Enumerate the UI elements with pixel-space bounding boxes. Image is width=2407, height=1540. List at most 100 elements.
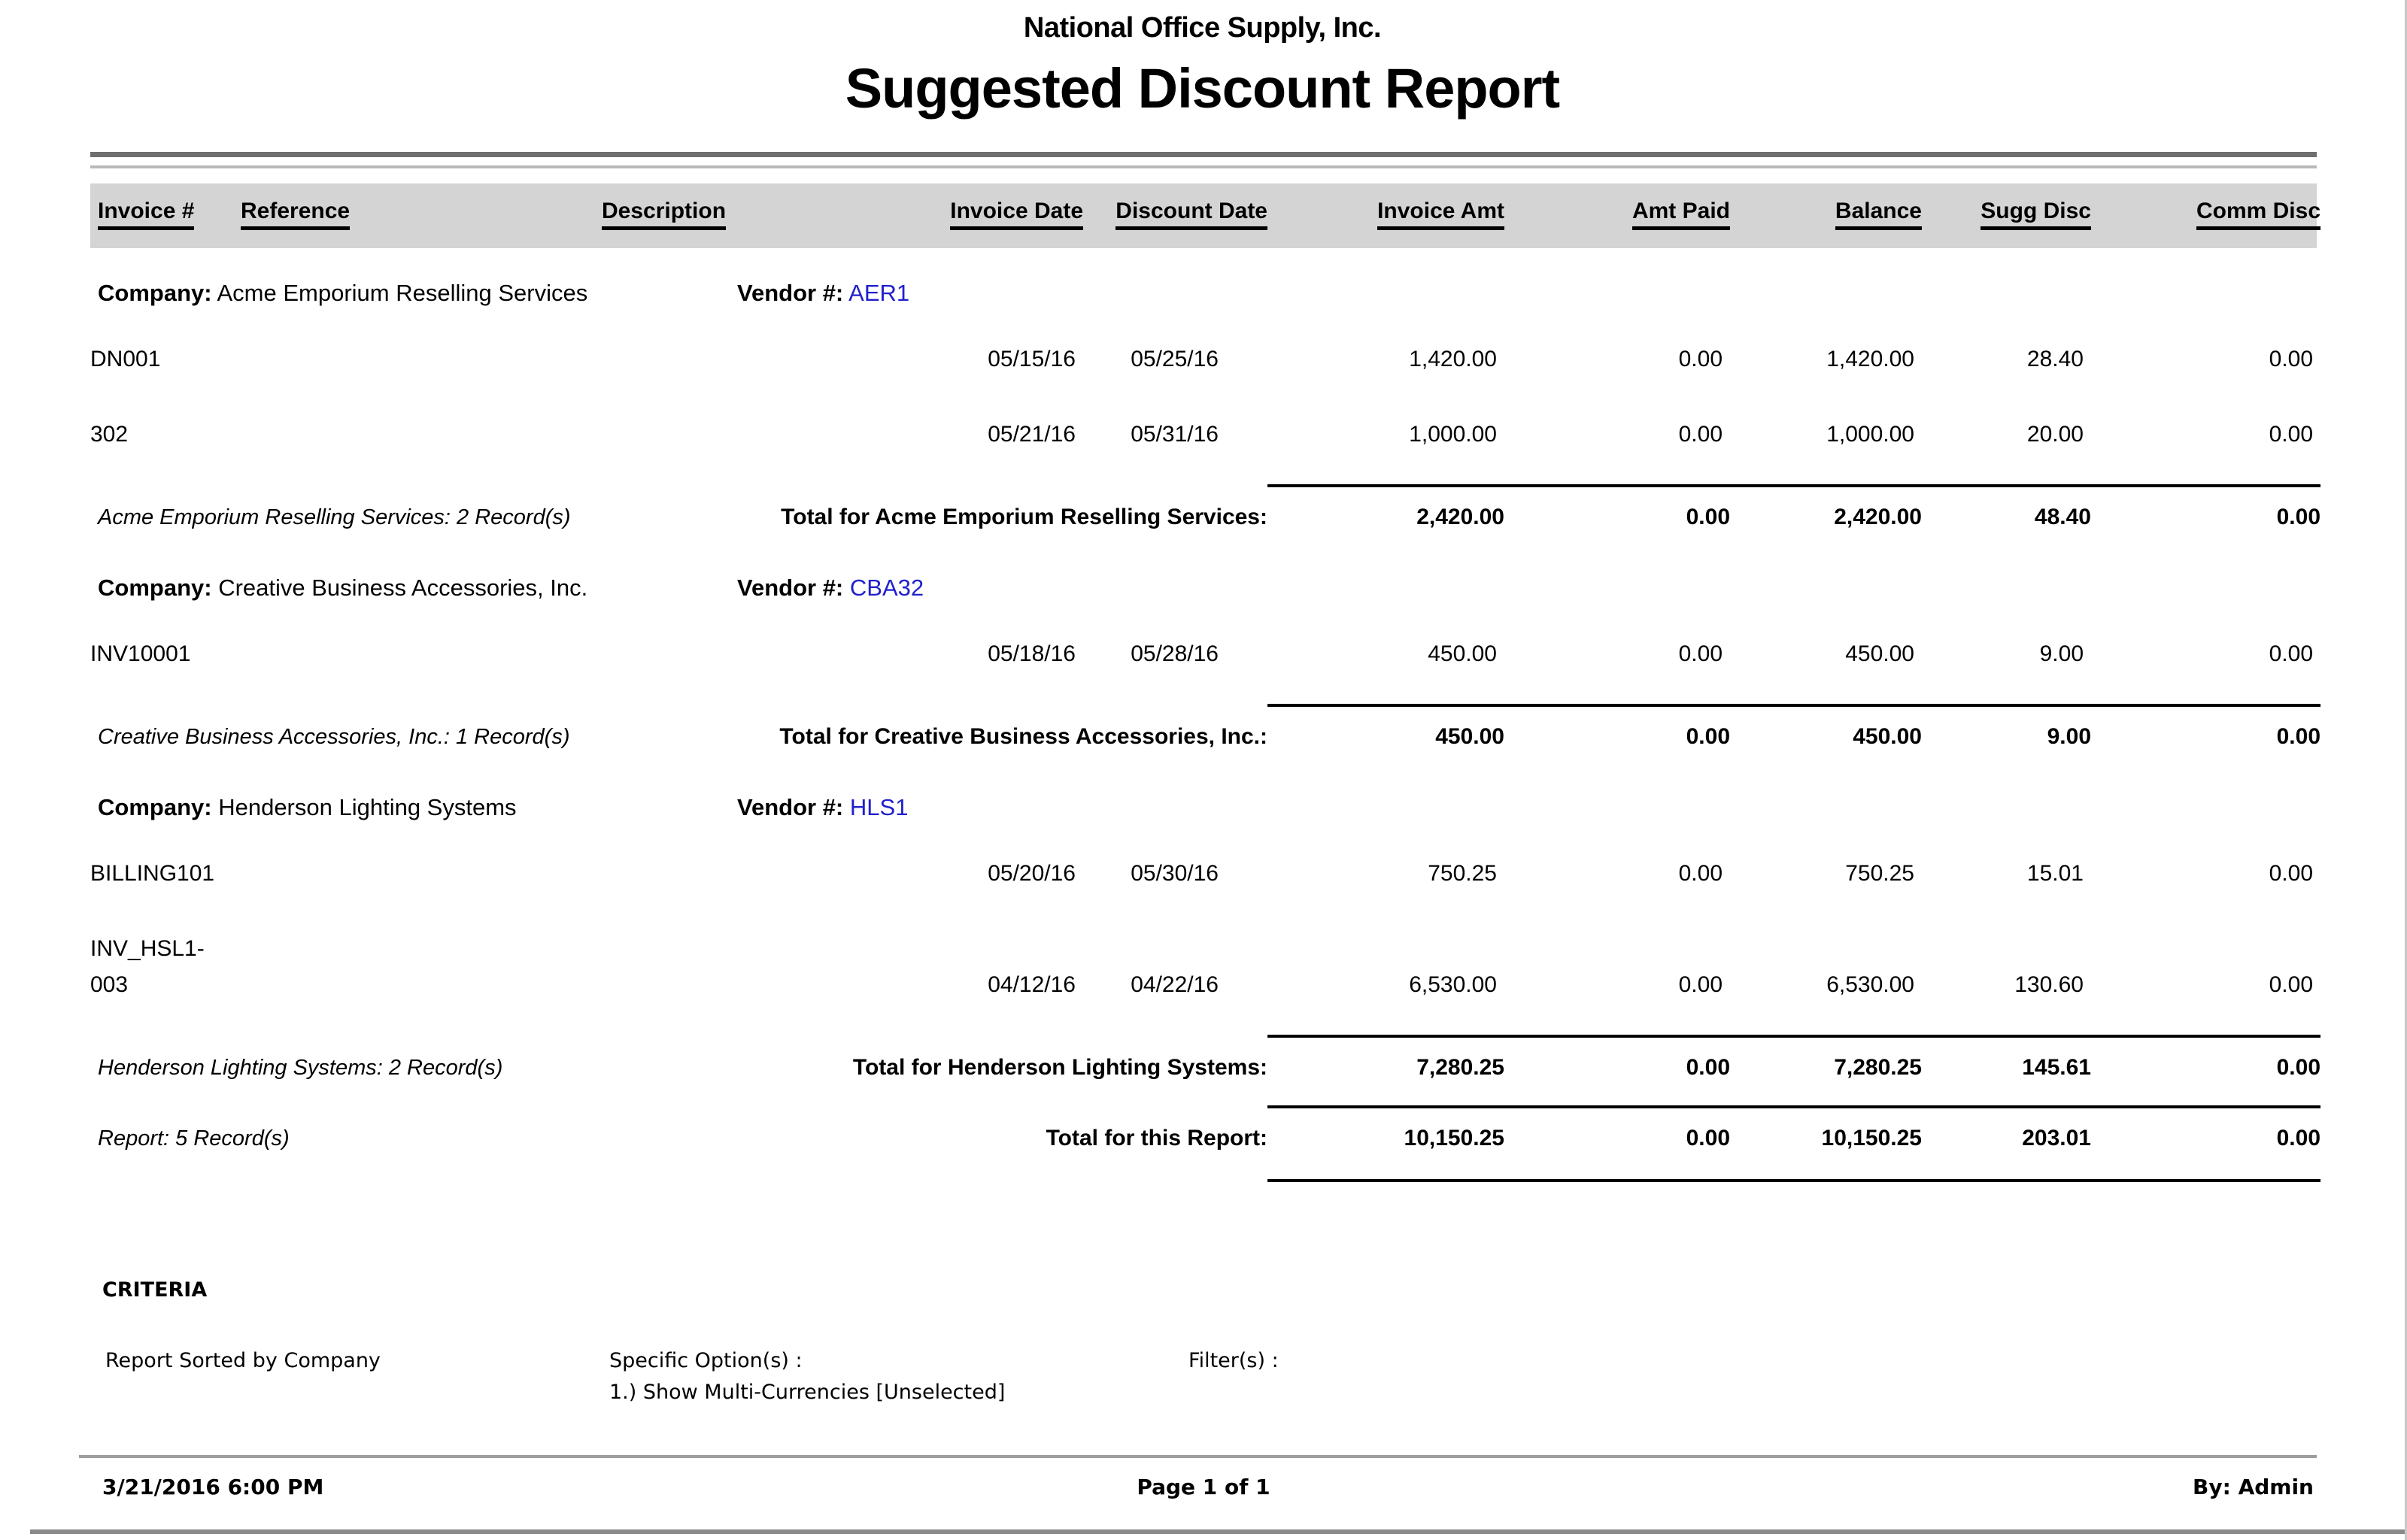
report-total-bottom-rule — [1267, 1179, 2320, 1182]
group-total-label: Total for Acme Emporium Reselling Servic… — [781, 505, 1267, 529]
balance-cell: 1,000.00 — [1826, 422, 1914, 447]
record-count: Henderson Lighting Systems: 2 Record(s) — [98, 1056, 503, 1080]
record-count: Creative Business Accessories, Inc.: 1 R… — [98, 725, 570, 749]
title-divider-top — [90, 152, 2317, 157]
balance-cell: 450.00 — [1845, 641, 1914, 666]
criteria-details: Report Sorted by Company Specific Option… — [102, 1345, 2317, 1408]
total-balance: 2,420.00 — [1730, 484, 1922, 534]
vendor-link[interactable]: HLS1 — [849, 794, 909, 820]
group-total-row: Creative Business Accessories, Inc.: 1 R… — [90, 692, 2320, 762]
vendor-block: Vendor #: CBA32 — [737, 571, 924, 605]
report-body: Invoice # Reference Description Invoice … — [79, 152, 2320, 1499]
invoice-amt-cell: 1,000.00 — [1409, 422, 1497, 447]
total-sugg-disc: 145.61 — [1922, 1035, 2091, 1084]
column-header-invoice-amt: Invoice Amt — [1377, 199, 1504, 230]
column-header-invoice-date: Invoice Date — [950, 199, 1083, 230]
total-invoice-amt: 7,280.25 — [1267, 1035, 1504, 1084]
total-comm-disc: 0.00 — [2091, 1035, 2320, 1084]
column-header-comm-disc: Comm Disc — [2196, 199, 2320, 230]
total-amt-paid: 0.00 — [1504, 704, 1730, 753]
group-total-label: Total for Henderson Lighting Systems: — [852, 1055, 1267, 1080]
invoice-date-cell: 05/20/16 — [988, 861, 1076, 886]
footer: 3/21/2016 6:00 PM Page 1 of 1 By: Admin — [79, 1455, 2317, 1499]
column-header-balance: Balance — [1835, 199, 1922, 230]
criteria-heading: CRITERIA — [102, 1278, 208, 1302]
invoice-amt-cell: 1,420.00 — [1409, 347, 1497, 371]
invoice-date-cell: 04/12/16 — [988, 972, 1076, 997]
total-invoice-amt: 2,420.00 — [1267, 484, 1504, 534]
company-label: Company: — [98, 574, 212, 601]
group-total-row: Henderson Lighting Systems: 2 Record(s) … — [90, 1023, 2320, 1093]
invoice-number: BILLING101 — [90, 861, 215, 886]
company-header: National Office Supply, Inc. — [1023, 12, 1382, 44]
invoice-number: INV_HSL1-003 — [90, 936, 205, 997]
invoice-amt-cell: 6,530.00 — [1409, 972, 1497, 997]
sugg-disc-cell: 130.60 — [2014, 972, 2084, 997]
company-name: Creative Business Accessories, Inc. — [218, 574, 588, 601]
record-count: Report: 5 Record(s) — [98, 1126, 290, 1150]
discount-date-cell: 05/25/16 — [1131, 347, 1219, 371]
criteria-sort-order: Report Sorted by Company — [105, 1349, 381, 1372]
total-balance: 7,280.25 — [1730, 1035, 1922, 1084]
sugg-disc-cell: 20.00 — [2026, 422, 2084, 447]
invoice-row: 302 05/21/16 05/31/16 1,000.00 0.00 1,00… — [90, 397, 2317, 472]
amt-paid-cell: 0.00 — [1678, 972, 1723, 997]
total-balance: 450.00 — [1730, 704, 1922, 753]
column-header-amt-paid: Amt Paid — [1631, 199, 1730, 230]
column-header-sugg-disc: Sugg Disc — [1981, 199, 2091, 230]
footer-datetime: 3/21/2016 6:00 PM — [102, 1475, 324, 1499]
table-header-row: Invoice # Reference Description Invoice … — [90, 183, 2320, 248]
balance-cell: 6,530.00 — [1826, 972, 1914, 997]
footer-page-number: Page 1 of 1 — [1137, 1475, 1270, 1499]
vendor-link[interactable]: CBA32 — [849, 574, 924, 601]
sugg-disc-cell: 15.01 — [2026, 861, 2084, 886]
vendor-block: Vendor #: HLS1 — [737, 791, 908, 824]
total-comm-disc: 0.00 — [2091, 1105, 2320, 1155]
vendor-label: Vendor #: — [737, 280, 844, 306]
title-divider-bottom — [90, 165, 2317, 168]
page-bottom-border — [30, 1529, 2405, 1534]
total-sugg-disc: 203.01 — [1922, 1105, 2091, 1155]
balance-cell: 750.25 — [1845, 861, 1914, 886]
report-title: Suggested Discount Report — [845, 57, 1560, 120]
specific-options-label: Specific Option(s) : — [609, 1349, 803, 1372]
invoice-number: 302 — [90, 422, 129, 447]
column-header-invoice-number: Invoice # — [98, 199, 195, 230]
company-row: Company: Henderson Lighting Systems Vend… — [90, 762, 2317, 836]
footer-divider — [79, 1455, 2317, 1458]
total-sugg-disc: 48.40 — [1922, 484, 2091, 534]
comm-disc-cell: 0.00 — [2269, 861, 2313, 886]
column-header-discount-date: Discount Date — [1115, 199, 1267, 230]
total-balance: 10,150.25 — [1730, 1105, 1922, 1155]
total-comm-disc: 0.00 — [2091, 484, 2320, 534]
report-page: National Office Supply, Inc. Suggested D… — [30, 12, 2405, 1534]
company-label: Company: — [98, 794, 212, 820]
total-amt-paid: 0.00 — [1504, 1105, 1730, 1155]
amt-paid-cell: 0.00 — [1678, 861, 1723, 886]
vendor-link[interactable]: AER1 — [848, 280, 910, 306]
vendor-block: Vendor #: AER1 — [737, 277, 909, 310]
report-total-label: Total for this Report: — [1046, 1126, 1267, 1150]
company-name: Acme Emporium Reselling Services — [217, 280, 588, 306]
total-amt-paid: 0.00 — [1504, 484, 1730, 534]
group-total-row: Acme Emporium Reselling Services: 2 Reco… — [90, 472, 2320, 543]
comm-disc-cell: 0.00 — [2269, 347, 2313, 371]
discount-date-cell: 05/30/16 — [1131, 861, 1219, 886]
company-label: Company: — [98, 280, 212, 306]
invoice-row: BILLING101 05/20/16 05/30/16 750.25 0.00… — [90, 836, 2317, 911]
company-row: Company: Acme Emporium Reselling Service… — [90, 248, 2317, 322]
sugg-disc-cell: 28.40 — [2026, 347, 2084, 371]
invoice-date-cell: 05/21/16 — [988, 422, 1076, 447]
group-total-label: Total for Creative Business Accessories,… — [779, 724, 1267, 749]
specific-option-item: 1.) Show Multi-Currencies [Unselected] — [609, 1381, 1006, 1404]
total-comm-disc: 0.00 — [2091, 704, 2320, 753]
invoice-row: INV_HSL1-003 04/12/16 04/22/16 6,530.00 … — [90, 911, 2317, 1023]
amt-paid-cell: 0.00 — [1678, 422, 1723, 447]
footer-author: By: Admin — [2193, 1475, 2314, 1499]
total-invoice-amt: 450.00 — [1267, 704, 1504, 753]
company-name: Henderson Lighting Systems — [218, 794, 517, 820]
invoice-number: DN001 — [90, 347, 161, 371]
total-invoice-amt: 10,150.25 — [1267, 1105, 1504, 1155]
report-total-row: Report: 5 Record(s) Total for this Repor… — [90, 1093, 2320, 1164]
column-header-description: Description — [602, 199, 727, 230]
